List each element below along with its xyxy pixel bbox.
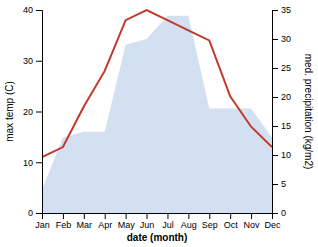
tick-label: Dec xyxy=(264,220,281,230)
tick: 35 xyxy=(272,5,291,15)
tick-label: Sep xyxy=(202,220,218,230)
tick-label: 20 xyxy=(281,92,291,102)
tick-mark xyxy=(147,213,148,219)
tick-label: Oct xyxy=(224,220,239,230)
tick: 15 xyxy=(272,121,291,131)
x-axis-title: date (month) xyxy=(127,232,188,243)
tick-label: Jun xyxy=(140,220,155,230)
tick: 20 xyxy=(272,92,291,102)
tick-mark xyxy=(209,213,210,219)
x-axis: Jan Feb Mar Apr May Jun Jul Aug Sep Oct NovDec xyxy=(35,213,281,230)
y-axis: 0 10 20 30 40 xyxy=(23,5,43,218)
tick-mark xyxy=(272,184,278,185)
tick-mark xyxy=(272,155,278,156)
chart: JanFebMarAprMayJunJulAugSepOctNovDec0102… xyxy=(0,0,318,247)
tick-mark xyxy=(63,213,64,219)
axis-domain xyxy=(273,11,279,214)
plot: JanFebMarAprMayJunJulAugSepOctNovDec0102… xyxy=(23,5,291,230)
tick-mark xyxy=(105,213,106,219)
tick: 10 xyxy=(272,150,291,160)
tick: May xyxy=(118,213,136,230)
tick-label: 5 xyxy=(281,179,286,189)
tick: 30 xyxy=(23,56,42,66)
tick-label: Mar xyxy=(77,220,93,230)
tick-mark xyxy=(84,213,85,219)
tick-label: Jul xyxy=(162,220,174,230)
tick: Nov xyxy=(244,213,261,230)
tick-mark xyxy=(36,162,42,163)
tick-label: 30 xyxy=(23,56,33,66)
tick-label: 30 xyxy=(281,34,291,44)
tick: 5 xyxy=(272,179,286,189)
tick-mark xyxy=(230,213,231,219)
tick-mark xyxy=(36,10,42,11)
axis-domain xyxy=(43,214,273,220)
marks xyxy=(42,10,272,213)
tick-mark xyxy=(272,68,278,69)
tick-mark xyxy=(167,213,168,219)
tick: Apr xyxy=(98,213,112,230)
tick: 30 xyxy=(272,34,291,44)
tick: Dec xyxy=(264,213,281,230)
tick-mark xyxy=(251,213,252,219)
tick-label: Jan xyxy=(35,220,50,230)
tick-mark xyxy=(272,39,278,40)
tick: 25 xyxy=(272,63,291,73)
tick-mark xyxy=(36,213,42,214)
tick: 0 xyxy=(28,208,42,218)
tick-label: 25 xyxy=(281,63,291,73)
tick-label: May xyxy=(118,220,136,230)
tick-label: 10 xyxy=(281,150,291,160)
tick-mark xyxy=(126,213,127,219)
tick-label: Feb xyxy=(56,220,72,230)
tick: Aug xyxy=(181,213,197,230)
tick-label: 10 xyxy=(23,158,33,168)
tick: Oct xyxy=(224,213,239,230)
tick-label: Apr xyxy=(98,220,112,230)
tick-mark xyxy=(36,61,42,62)
tick-label: Aug xyxy=(181,220,197,230)
tick-mark xyxy=(272,97,278,98)
tick: 10 xyxy=(23,158,42,168)
tick-label: 15 xyxy=(281,121,291,131)
axis-domain xyxy=(36,11,43,214)
precipitation-area xyxy=(42,16,272,213)
tick-mark xyxy=(272,213,278,214)
tick: 40 xyxy=(23,5,42,15)
tick-label: 20 xyxy=(23,107,33,117)
tick-mark xyxy=(36,112,42,113)
tick: Jun xyxy=(140,213,155,230)
tick-mark xyxy=(272,10,278,11)
tick-mark xyxy=(188,213,189,219)
tick: Feb xyxy=(56,213,72,230)
tick-label: 0 xyxy=(281,208,286,218)
tick-label: 0 xyxy=(28,208,33,218)
y2-axis-title: med. precipitation (kg/m2) xyxy=(303,54,314,170)
tick: 0 xyxy=(272,208,286,218)
tick: 20 xyxy=(23,107,42,117)
tick: Jan xyxy=(35,213,50,230)
y2-axis: 0 5 10 15 20 25 30 35 xyxy=(272,5,291,218)
tick: Mar xyxy=(77,213,93,230)
tick-label: 35 xyxy=(281,5,291,15)
temperature-line xyxy=(42,10,272,157)
tick: Sep xyxy=(202,213,218,230)
tick-mark xyxy=(272,126,278,127)
tick: Jul xyxy=(162,213,174,230)
y-axis-title: max temp (C) xyxy=(4,81,15,142)
tick-label: 40 xyxy=(23,5,33,15)
tick-label: Nov xyxy=(244,220,261,230)
